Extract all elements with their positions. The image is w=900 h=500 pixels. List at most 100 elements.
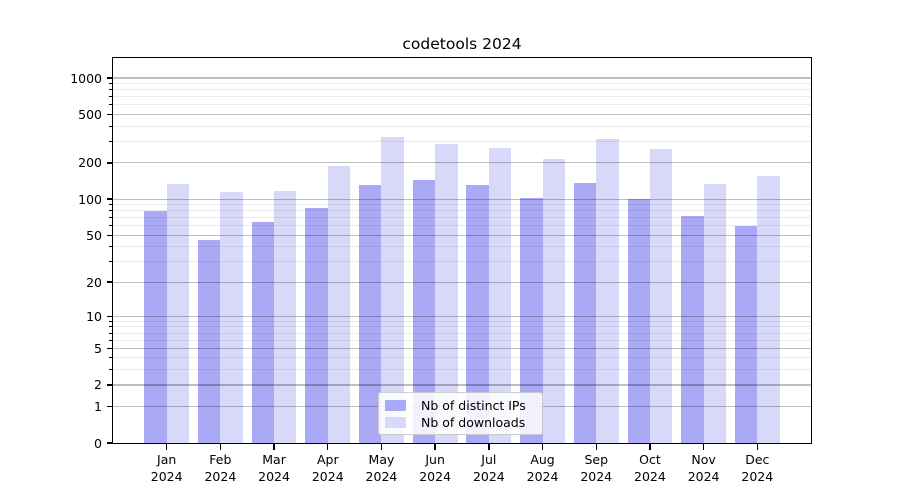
bar-downloads-apr [327,165,351,443]
y-tick-label: 2 [94,377,102,393]
x-tick-mark [488,444,490,450]
y-tick-mark [106,234,113,236]
legend-label-downloads: Nb of downloads [421,415,526,430]
gridline-minor [113,225,811,227]
bar-ips-feb [197,239,221,443]
x-tick-mark [541,444,544,450]
y-tick-mark [106,198,113,200]
gridline-major [113,315,811,317]
gridline-minor [113,96,811,98]
bar-downloads-jan [166,184,190,443]
gridline-major [113,113,811,116]
gridline-major [113,198,811,200]
x-tick-mark [327,444,329,450]
x-tick-mark [649,444,651,450]
gridline-minor [113,217,811,219]
bar-ips-jun [412,180,436,443]
gridline-minor [113,89,811,91]
bar-downloads-jul [488,147,512,443]
y-minor-tick-mark [109,246,113,248]
legend: Nb of distinct IPs Nb of downloads [378,392,543,435]
bar-ips-jul [466,185,489,443]
bar-downloads-dec [757,175,780,443]
bar-ips-may [359,185,382,443]
x-tick-mark [434,444,436,450]
y-tick-label: 0 [94,435,102,451]
y-tick-label: 20 [86,274,102,290]
y-minor-tick-mark [109,357,113,359]
x-tick-label-may: May 2024 [365,452,398,484]
y-minor-tick-mark [109,332,113,334]
bar-downloads-mar [274,190,297,443]
gridline-minor [113,326,811,328]
y-minor-tick-mark [109,96,113,98]
gridline-major [113,77,811,79]
bar-ips-apr [305,208,328,443]
x-tick-mark [380,444,383,450]
downloads-swatch [385,417,406,428]
y-tick-label: 10 [86,308,102,324]
x-tick-mark [219,444,222,450]
bar-ips-jan [144,210,167,443]
legend-item-distinct-ips: Nb of distinct IPs [385,397,542,414]
x-tick-label-jan: Jan 2024 [150,452,183,484]
bar-ips-sep [573,183,597,443]
gridline-minor [113,339,811,341]
bar-ips-mar [251,221,275,443]
bar-downloads-may [381,137,404,443]
bar-ips-nov [681,216,704,443]
y-minor-tick-mark [109,140,113,142]
x-tick-mark [273,444,275,450]
bar-ips-dec [734,225,758,443]
gridline-major [113,281,811,283]
gridline-major [113,384,811,386]
y-tick-label: 1000 [70,70,102,86]
legend-item-downloads: Nb of downloads [385,414,542,431]
x-tick-label-nov: Nov 2024 [687,452,720,484]
y-minor-tick-mark [109,369,113,371]
bar-downloads-jun [435,144,458,443]
bar-downloads-sep [596,138,619,443]
y-tick-label: 100 [78,191,102,207]
y-minor-tick-mark [109,210,113,212]
gridline-minor [113,125,811,127]
gridline-minor [113,320,811,322]
y-minor-tick-mark [109,339,113,341]
y-minor-tick-mark [109,320,113,322]
y-minor-tick-mark [109,326,113,328]
y-tick-mark [106,384,113,386]
gridline-minor [113,332,811,334]
gridline-major [113,234,811,236]
x-tick-label-aug: Aug 2024 [526,452,559,484]
gridline-minor [113,261,811,263]
y-tick-mark [106,113,113,116]
y-minor-tick-mark [109,204,113,206]
y-minor-tick-mark [109,89,113,91]
y-minor-tick-mark [109,125,113,127]
y-tick-mark [106,315,113,317]
x-tick-label-jul: Jul 2024 [472,452,505,484]
y-tick-label: 5 [94,340,102,356]
gridline-minor [113,210,811,212]
x-tick-label-mar: Mar 2024 [258,452,290,484]
y-tick-mark [106,442,113,444]
x-tick-mark [165,444,168,450]
y-minor-tick-mark [109,104,113,106]
gridline-minor [113,104,811,106]
bar-downloads-aug [542,159,565,443]
y-tick-label: 1 [94,398,102,414]
x-tick-label-oct: Oct 2024 [634,452,666,484]
gridline-minor [113,140,811,142]
gridline-major [113,347,811,349]
y-tick-mark [106,281,113,283]
y-minor-tick-mark [109,83,113,85]
y-tick-mark [106,77,113,79]
y-tick-label: 500 [78,107,102,123]
x-tick-mark [702,444,705,450]
y-tick-label: 200 [78,155,102,171]
gridline-minor [113,357,811,359]
gridline-minor [113,246,811,248]
gridline-minor [113,83,811,85]
bar-downloads-feb [220,192,243,443]
